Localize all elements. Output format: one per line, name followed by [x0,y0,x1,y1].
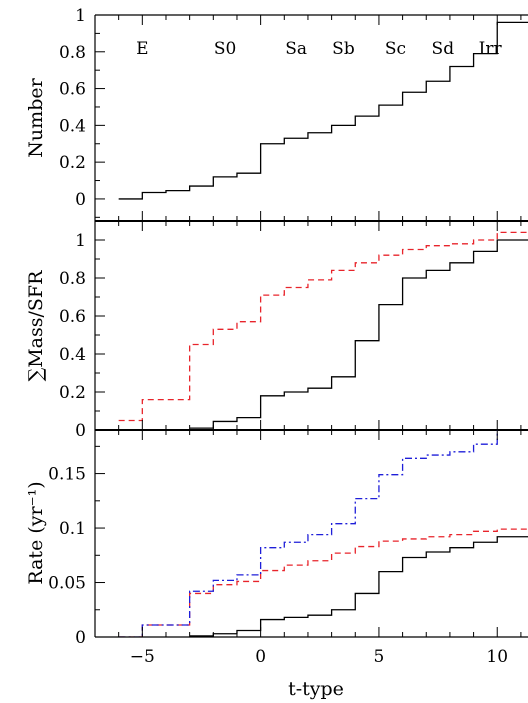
panel-number-series [118,21,528,200]
y-tick-label: 0 [75,628,86,648]
series-line-dashdot [118,430,498,637]
y-tick-label: 1 [75,6,86,26]
y-tick-label: 0.4 [59,345,86,365]
type-label-e: E [136,39,148,59]
series-line-solid [189,536,528,637]
y-tick-label: 0.8 [59,269,86,289]
y-axis-label-number: Number [25,77,47,157]
type-label-sc: Sc [385,39,406,59]
panel-mass-sfr-series [118,231,528,429]
panel-rate: 0 0.05 0.1 0.15 Rate (yr⁻¹) [25,430,528,648]
x-tick-label: 5 [374,647,385,667]
series-line-solid [189,239,528,429]
series-line-solid [118,21,528,200]
type-label-sb: Sb [332,39,355,59]
y-tick-label: 0.15 [48,465,86,485]
type-label-sa: Sa [285,39,307,59]
y-tick-label: 0.1 [59,519,86,539]
x-tick-label: 0 [255,647,266,667]
series-line-dashed [118,528,528,637]
x-tick-label: −5 [130,647,155,667]
x-tick-label: 10 [486,647,508,667]
y-tick-label: 0.05 [48,574,86,594]
panel-mass-sfr: 0 0.2 0.4 0.6 0.8 1 ∑Mass/SFR [25,220,528,441]
panel-number-axes: 0 0.2 0.4 0.6 0.8 1 [59,6,528,222]
y-tick-label: 0.8 [59,43,86,63]
y-tick-label: 0 [75,421,86,441]
y-tick-label: 0 [75,190,86,210]
y-tick-label: 1 [75,231,86,251]
type-label-sd: Sd [432,39,455,59]
panel-rate-axes: 0 0.05 0.1 0.15 [48,430,528,648]
panel-rate-series [118,430,528,637]
panel-mass-sfr-axes: 0 0.2 0.4 0.6 0.8 1 [59,220,528,441]
y-tick-label: 0.2 [59,153,86,173]
y-tick-label: 0.6 [59,307,86,327]
type-label-irr: Irr [479,39,503,59]
y-tick-label: 0.6 [59,80,86,100]
y-axis-label-mass-sfr: ∑Mass/SFR [25,270,47,381]
y-tick-label: 0.4 [59,116,86,136]
y-tick-label: 0.2 [59,383,86,403]
panel-number: 0 0.2 0.4 0.6 0.8 1 E S0 Sa Sb Sc Sd Irr Number [25,6,528,222]
type-label-s0: S0 [214,39,236,59]
y-axis-label-rate: Rate (yr⁻¹) [25,481,47,584]
x-axis-label: t-type [288,678,344,700]
series-line-dashed [118,231,528,422]
galaxy-type-labels: E S0 Sa Sb Sc Sd Irr [136,39,502,59]
x-tick-labels: −5 0 5 10 [130,647,508,667]
